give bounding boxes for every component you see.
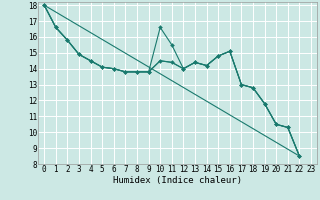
X-axis label: Humidex (Indice chaleur): Humidex (Indice chaleur) xyxy=(113,176,242,185)
